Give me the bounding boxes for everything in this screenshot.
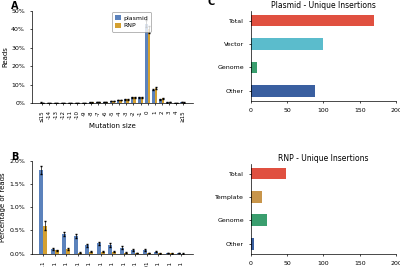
- Bar: [162, 98, 164, 103]
- Bar: [138, 97, 140, 103]
- Text: B: B: [11, 152, 18, 162]
- Bar: [159, 99, 162, 103]
- Bar: [180, 102, 183, 103]
- Bar: [89, 252, 93, 254]
- Bar: [105, 102, 108, 103]
- Bar: [85, 245, 89, 254]
- Bar: [101, 252, 105, 254]
- Bar: [145, 24, 148, 103]
- Bar: [112, 252, 116, 254]
- Bar: [251, 38, 323, 50]
- Bar: [55, 250, 59, 254]
- Bar: [251, 191, 262, 203]
- Bar: [51, 249, 55, 254]
- Bar: [78, 253, 82, 254]
- Bar: [251, 238, 254, 250]
- Bar: [74, 236, 78, 254]
- Text: C: C: [207, 0, 214, 7]
- Bar: [143, 250, 147, 254]
- Bar: [119, 100, 122, 103]
- Bar: [154, 252, 158, 254]
- Bar: [112, 101, 115, 103]
- X-axis label: Mutation size: Mutation size: [89, 123, 136, 129]
- Bar: [103, 102, 105, 103]
- Bar: [43, 226, 47, 254]
- Bar: [124, 253, 128, 254]
- Bar: [148, 29, 150, 103]
- Bar: [117, 100, 119, 103]
- Bar: [251, 15, 374, 26]
- Bar: [126, 99, 129, 103]
- Bar: [131, 97, 134, 103]
- Title: Plasmid - Unique Insertions: Plasmid - Unique Insertions: [271, 1, 376, 10]
- Bar: [39, 170, 43, 254]
- Y-axis label: Reads: Reads: [2, 47, 8, 68]
- Bar: [62, 234, 66, 254]
- Bar: [120, 248, 124, 254]
- Bar: [251, 61, 256, 73]
- Bar: [152, 89, 155, 103]
- Bar: [66, 249, 70, 254]
- Bar: [140, 97, 143, 103]
- Bar: [110, 101, 112, 103]
- Bar: [251, 85, 315, 97]
- Bar: [169, 102, 171, 103]
- Bar: [98, 102, 101, 103]
- Bar: [134, 97, 136, 103]
- Y-axis label: Percentage of reads: Percentage of reads: [0, 172, 6, 242]
- Bar: [155, 88, 157, 103]
- Bar: [147, 253, 151, 254]
- Bar: [97, 244, 101, 254]
- Bar: [96, 102, 98, 103]
- Bar: [131, 250, 135, 254]
- Bar: [251, 168, 286, 179]
- Legend: plasmid, RNP: plasmid, RNP: [112, 12, 151, 32]
- Bar: [166, 253, 170, 254]
- Text: A: A: [11, 1, 19, 11]
- Bar: [124, 99, 126, 103]
- Bar: [177, 253, 181, 254]
- Bar: [251, 214, 267, 226]
- Bar: [108, 245, 112, 254]
- Title: RNP - Unique Insertions: RNP - Unique Insertions: [278, 154, 369, 163]
- Bar: [135, 253, 139, 254]
